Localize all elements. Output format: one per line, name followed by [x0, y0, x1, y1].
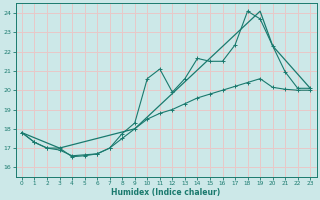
X-axis label: Humidex (Indice chaleur): Humidex (Indice chaleur): [111, 188, 221, 197]
